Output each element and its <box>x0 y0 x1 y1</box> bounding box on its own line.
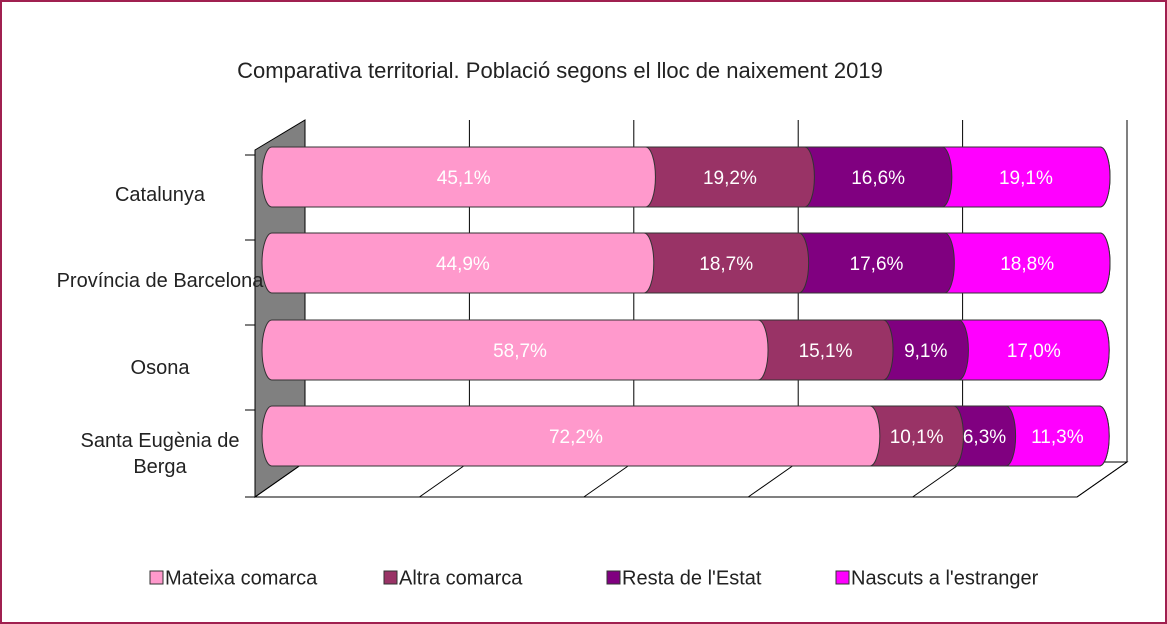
bar-group: 58,7% 15,1% 9,1% 17,0% <box>261 319 1110 381</box>
data-label: 17,0% <box>1007 341 1061 362</box>
bar-group: 44,9% 18,7% 17,6% 18,8% <box>261 232 1111 294</box>
data-label: 15,1% <box>799 341 853 362</box>
data-label: 44,9% <box>436 254 490 275</box>
floor-grid-line <box>419 461 470 498</box>
legend-label: Nascuts a l'estranger <box>851 567 1039 589</box>
bar-group: 72,2% 10,1% 6,3% 11,3% <box>261 405 1110 467</box>
data-label: 6,3% <box>963 427 1006 448</box>
y-tick-label-text: Catalunya <box>114 184 206 206</box>
data-label: 11,3% <box>1031 427 1084 448</box>
data-label: 58,7% <box>493 341 547 362</box>
legend-label: Resta de l'Estat <box>622 567 762 589</box>
floor-grid-line <box>1076 461 1128 498</box>
y-tick-label: Osona <box>45 355 275 381</box>
data-label: 9,1% <box>904 341 947 362</box>
data-label: 16,6% <box>851 168 905 189</box>
y-tick-label: Santa Eugènia de Berga <box>45 428 275 480</box>
floor-grid-line <box>747 461 799 498</box>
bar-segment <box>261 319 769 381</box>
legend-swatch <box>149 570 164 585</box>
bar-group: 45,1% 19,2% 16,6% 19,1% <box>261 146 1111 208</box>
bar-segment <box>261 232 655 294</box>
y-tick-label-text: Osona <box>130 357 190 379</box>
floor-grid-line <box>912 461 963 498</box>
legend-swatch <box>606 570 621 585</box>
legend-label: Altra comarca <box>399 567 523 589</box>
data-label: 19,2% <box>703 168 757 189</box>
y-tick-label: Catalunya <box>45 182 275 208</box>
floor-grid-line <box>583 461 635 498</box>
y-tick-label-text: Santa Eugènia de Berga <box>80 430 240 478</box>
floor <box>253 461 1129 498</box>
chart-title: Comparativa territorial. Població segons… <box>237 58 883 83</box>
legend-swatch <box>383 570 398 585</box>
data-label: 18,8% <box>1000 254 1054 275</box>
legend-swatch <box>835 570 850 585</box>
data-label: 72,2% <box>549 427 603 448</box>
data-label: 19,1% <box>999 168 1053 189</box>
data-label: 45,1% <box>437 168 491 189</box>
y-tick-label: Província de Barcelona <box>45 268 275 294</box>
data-label: 10,1% <box>890 427 944 448</box>
bar-segment <box>261 405 881 467</box>
floor-grid-line <box>254 461 306 498</box>
legend-label: Mateixa comarca <box>165 567 318 589</box>
bar-segment <box>261 146 656 208</box>
y-tick-label-text: Província de Barcelona <box>56 270 264 292</box>
data-label: 17,6% <box>850 254 904 275</box>
data-label: 18,7% <box>699 254 753 275</box>
